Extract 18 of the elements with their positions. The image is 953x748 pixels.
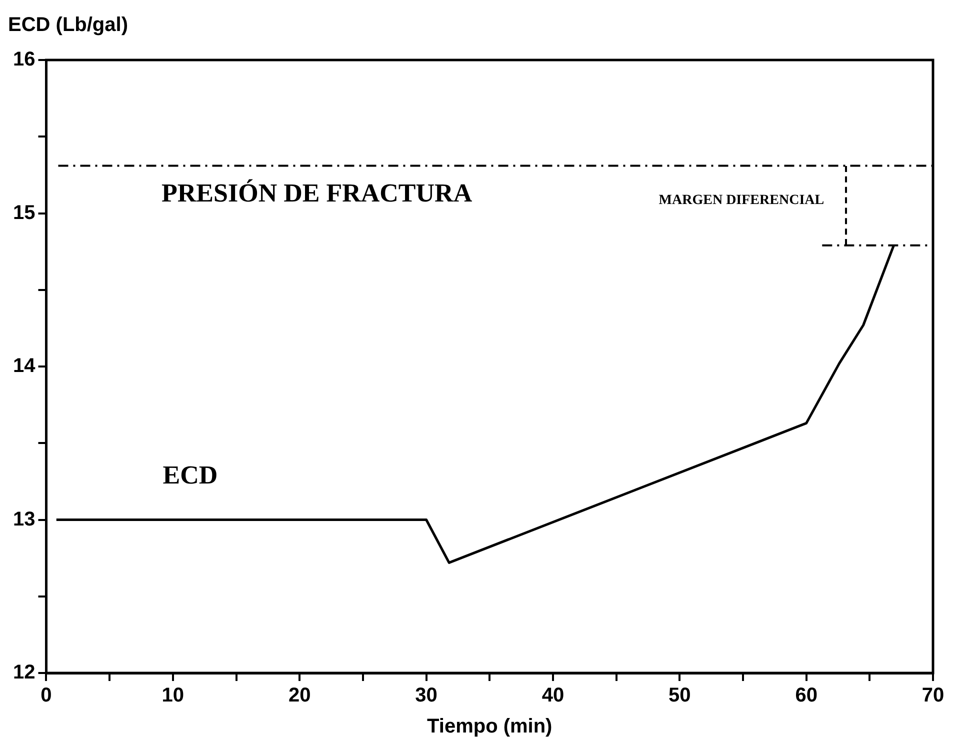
x-tick-label: 40: [542, 684, 564, 707]
ref-line-label: PRESIÓN DE FRACTURA: [162, 178, 472, 208]
ref-line-label: MARGEN DIFERENCIAL: [658, 193, 824, 208]
y-axis-title: ECD (Lb/gal): [8, 14, 128, 37]
y-tick-label: 12: [12, 662, 36, 684]
x-axis-title: Tiempo (min): [427, 716, 552, 738]
y-tick-label: 15: [12, 202, 36, 224]
series-label: ECD: [162, 460, 218, 490]
x-tick-label: 20: [288, 684, 311, 707]
y-tick-label: 16: [12, 48, 36, 71]
x-tick-label: 0: [40, 684, 52, 707]
x-tick-label: 10: [162, 684, 184, 707]
x-tick-label: 30: [415, 684, 438, 707]
x-tick-label: 50: [668, 684, 691, 707]
x-tick-label: 70: [922, 684, 944, 707]
x-tick-label: 60: [795, 684, 818, 707]
y-tick-label: 14: [12, 355, 36, 378]
y-tick-label: 13: [12, 508, 36, 530]
